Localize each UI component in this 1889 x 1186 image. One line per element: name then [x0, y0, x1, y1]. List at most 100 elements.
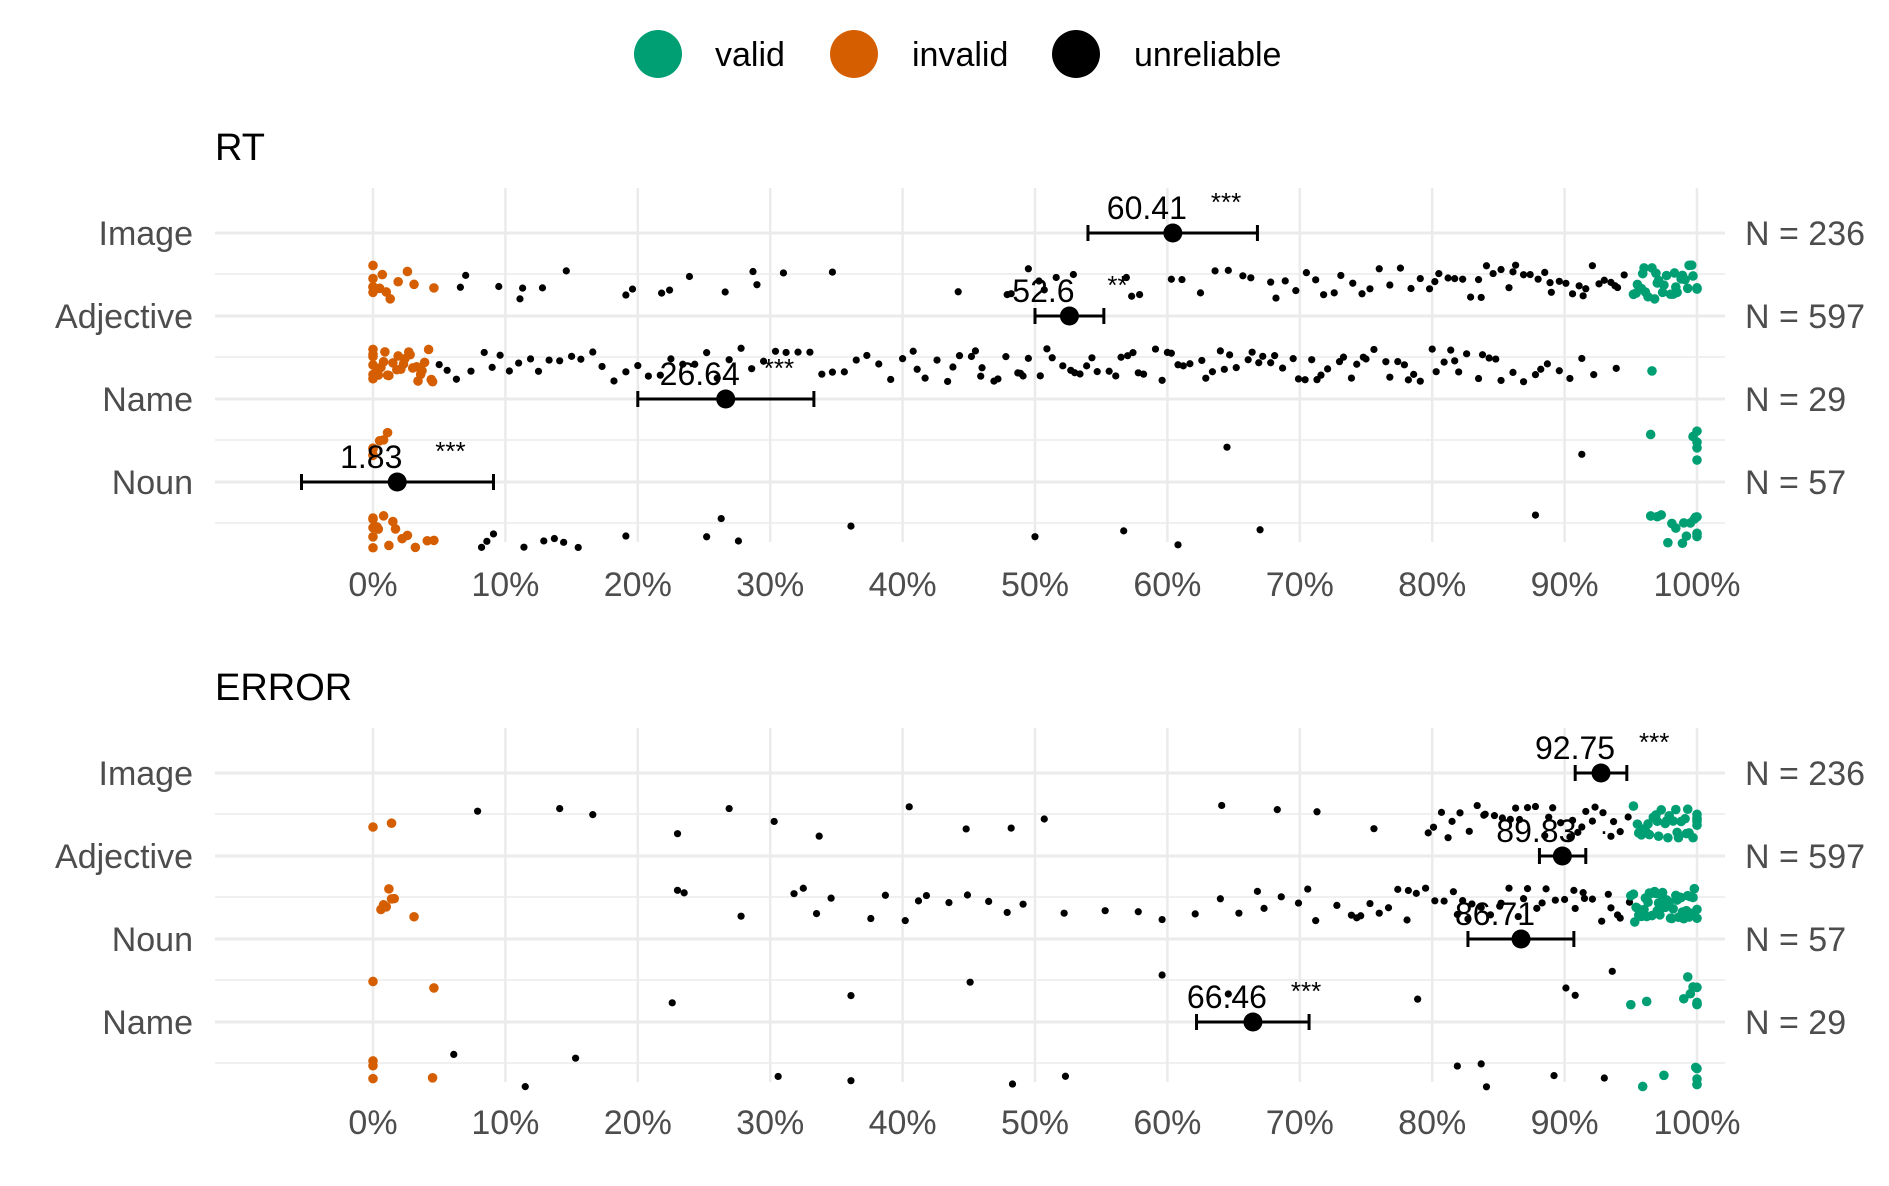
category-label: Noun	[112, 921, 193, 959]
data-point-valid	[1686, 260, 1697, 270]
data-point-unreliable	[1474, 374, 1483, 383]
data-point-unreliable	[1208, 368, 1217, 376]
category-label: Noun	[112, 464, 193, 502]
data-point-unreliable	[828, 268, 837, 276]
data-point-unreliable	[1600, 1074, 1608, 1082]
data-point-unreliable	[994, 375, 1002, 383]
data-point-unreliable	[435, 360, 443, 369]
data-point-unreliable	[489, 530, 498, 538]
data-point-unreliable	[1112, 372, 1120, 380]
data-point-invalid	[409, 911, 419, 922]
data-point-unreliable	[450, 1050, 458, 1059]
x-tick-label: 100%	[1654, 1104, 1741, 1142]
data-point-unreliable	[1531, 511, 1540, 519]
data-point-unreliable	[1582, 285, 1590, 293]
data-point-unreliable	[574, 543, 582, 552]
data-point-unreliable	[1220, 365, 1228, 373]
n-label: N = 597	[1745, 838, 1865, 876]
data-point-invalid	[368, 1073, 378, 1084]
data-point-unreliable	[1571, 904, 1579, 913]
data-point-invalid	[388, 516, 398, 527]
x-tick-label: 90%	[1531, 1104, 1599, 1142]
data-point-unreliable	[1410, 370, 1418, 378]
data-point-unreliable	[818, 370, 826, 378]
data-point-invalid	[368, 273, 378, 284]
x-tick-label: 60%	[1133, 1104, 1201, 1142]
data-point-valid	[1655, 910, 1665, 920]
data-point-unreliable	[1120, 527, 1128, 535]
data-point-unreliable	[1574, 828, 1582, 836]
data-point-unreliable	[477, 543, 486, 551]
data-point-unreliable	[1498, 814, 1506, 822]
data-point-unreliable	[1568, 816, 1577, 824]
data-point-unreliable	[1353, 914, 1361, 922]
data-point-unreliable	[799, 884, 807, 892]
data-point-valid	[1692, 531, 1702, 542]
data-point-unreliable	[978, 364, 986, 372]
data-point-invalid	[419, 357, 430, 368]
data-point-unreliable	[1370, 345, 1378, 354]
data-point-invalid	[409, 279, 419, 290]
mean-point	[716, 389, 736, 409]
data-point-unreliable	[1178, 275, 1186, 284]
data-point-unreliable	[1609, 818, 1618, 826]
data-point-unreliable	[1313, 808, 1321, 816]
data-point-unreliable	[955, 352, 964, 360]
data-point-invalid	[426, 374, 437, 385]
data-point-unreliable	[1474, 276, 1483, 284]
data-point-unreliable	[1429, 823, 1438, 831]
data-point-unreliable	[737, 344, 745, 352]
data-point-valid	[1685, 891, 1696, 902]
data-point-unreliable	[1256, 526, 1264, 534]
data-point-invalid	[393, 276, 403, 287]
data-point-unreliable	[1174, 541, 1182, 549]
data-point-valid	[1671, 804, 1681, 815]
data-point-unreliable	[1486, 911, 1495, 919]
data-point-unreliable	[598, 362, 606, 371]
data-point-unreliable	[1308, 356, 1316, 364]
data-point-unreliable	[665, 286, 674, 294]
data-point-unreliable	[452, 375, 461, 383]
data-point-valid	[1637, 1081, 1648, 1092]
means: 60.41 *** 52.6 ** 26.64 *** 1.83 ***	[300, 187, 1259, 492]
data-point-unreliable	[771, 347, 780, 355]
n-label: N = 29	[1745, 1004, 1846, 1042]
data-point-valid	[1692, 1074, 1702, 1084]
data-point-unreliable	[685, 272, 694, 281]
data-point-unreliable	[1024, 265, 1032, 273]
data-point-unreliable	[985, 897, 993, 906]
data-point-unreliable	[1129, 349, 1137, 357]
data-point-unreliable	[1477, 1060, 1485, 1068]
data-point-unreliable	[1541, 831, 1549, 840]
points	[368, 260, 1702, 553]
data-point-invalid	[389, 893, 399, 904]
data-point-unreliable	[1312, 917, 1320, 925]
data-point-unreliable	[1218, 801, 1226, 810]
data-point-unreliable	[1459, 896, 1467, 905]
data-point-valid	[1674, 892, 1685, 903]
data-point-invalid	[368, 344, 378, 355]
data-point-unreliable	[1134, 908, 1142, 916]
data-point-invalid	[373, 370, 384, 380]
data-point-unreliable	[827, 894, 835, 902]
data-point-valid	[1681, 531, 1692, 541]
data-point-unreliable	[782, 348, 790, 357]
data-point-unreliable	[1198, 356, 1206, 365]
data-point-unreliable	[921, 374, 929, 382]
data-point-invalid	[382, 370, 393, 380]
legend-item-invalid: invalid	[830, 30, 1008, 78]
data-point-unreliable	[550, 534, 558, 543]
data-point-unreliable	[1477, 903, 1485, 912]
category-label: Name	[102, 1004, 193, 1042]
data-point-unreliable	[1255, 359, 1263, 367]
data-point-unreliable	[1259, 352, 1267, 360]
data-point-unreliable	[725, 804, 733, 813]
data-point-unreliable	[1366, 899, 1374, 908]
data-point-unreliable	[1167, 275, 1175, 283]
data-point-valid	[1677, 538, 1688, 549]
data-point-unreliable	[1523, 804, 1532, 812]
data-point-unreliable	[1562, 279, 1570, 287]
data-point-unreliable	[538, 284, 547, 292]
data-point-unreliable	[1267, 359, 1275, 367]
x-tick-label: 20%	[604, 566, 672, 604]
